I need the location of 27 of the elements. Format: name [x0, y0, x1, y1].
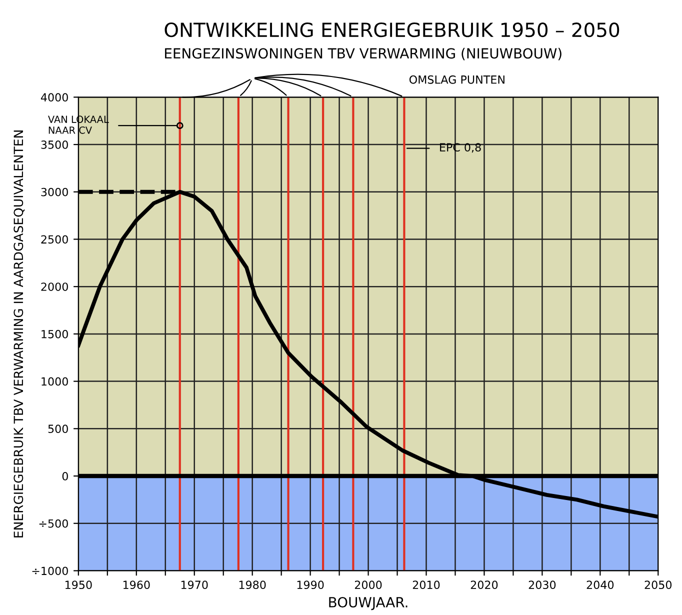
y-tick-label: 500 [48, 424, 68, 434]
x-tick-label: 1990 [297, 580, 324, 590]
y-tick-label: ÷1000 [32, 566, 68, 576]
y-tick-label: 1000 [42, 377, 68, 386]
x-tick-label: 2020 [470, 580, 498, 590]
y-tick-label: 4000 [40, 93, 68, 102]
x-tick-label: 2030 [528, 580, 556, 590]
x-tick-label: 2050 [644, 580, 672, 590]
y-tick-label: 2000 [41, 282, 68, 291]
y-tick-label: 1500 [42, 330, 68, 338]
y-tick-label: 2500 [41, 235, 68, 244]
chart-subtitle: EENGEZINSWONINGEN TBV VERWARMING (NIEUWBOUW) [165, 48, 562, 60]
x-tick-label: 1980 [239, 580, 266, 590]
y-axis-title: ENERGIEGEBRUIK TBV VERWARMING IN AARDGASEQUIVALENTEN [14, 130, 25, 538]
x-tick-label: 2000 [354, 580, 382, 590]
x-tick-label: 2010 [412, 580, 440, 590]
x-tick-label: 1950 [66, 580, 92, 590]
x-tick-label: 2040 [586, 580, 614, 590]
y-tick-label: 3500 [41, 140, 68, 149]
x-axis-title: BOUWJAAR. [329, 596, 408, 610]
x-tick-label: 1970 [181, 580, 208, 590]
y-tick-label: ÷500 [39, 519, 68, 528]
y-tick-label: 3000 [41, 188, 68, 196]
x-tick-label: 1960 [123, 580, 150, 590]
chart-title: ONTWIKKELING ENERGIEGEBRUIK 1950 – 2050 [164, 22, 620, 38]
text: OMSLAG PUNTEN [409, 75, 504, 84]
y-tick-label: 0 [62, 472, 68, 480]
